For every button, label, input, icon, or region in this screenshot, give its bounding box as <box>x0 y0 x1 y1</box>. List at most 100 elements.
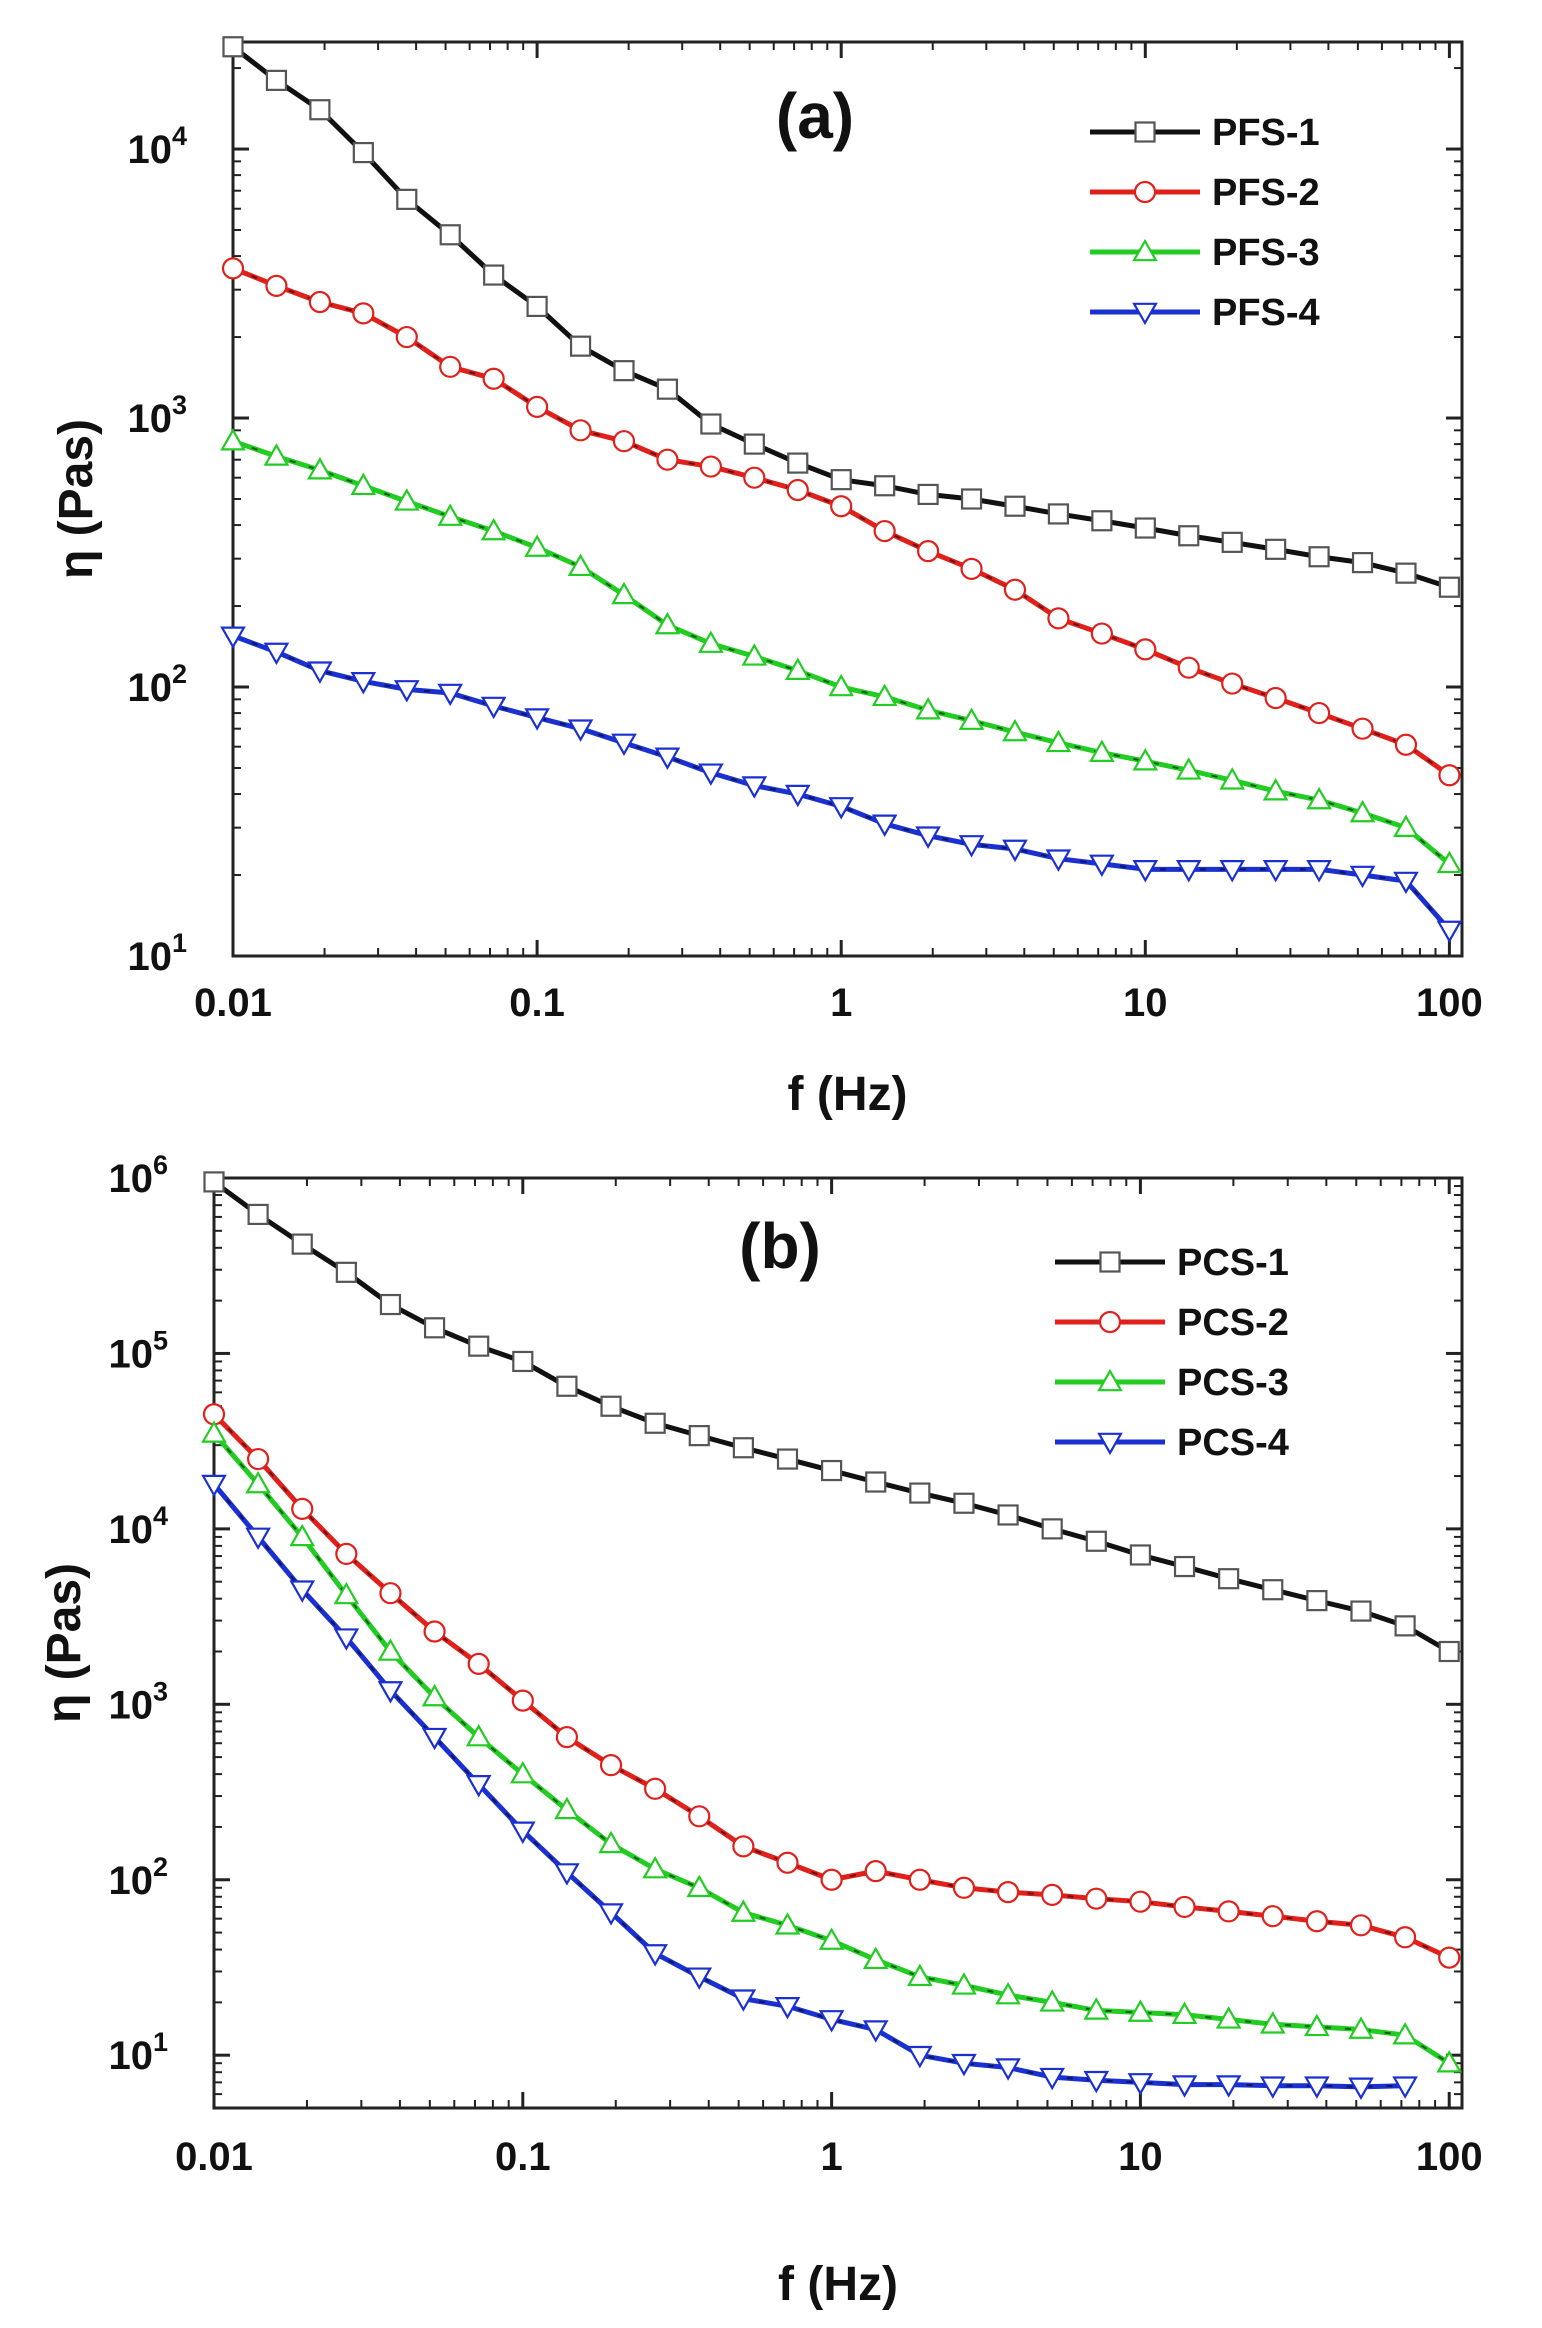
data-point <box>1436 920 1463 944</box>
legend-label: PCS-1 <box>1177 1242 1289 1284</box>
data-point <box>423 1620 446 1643</box>
data-point <box>1129 1890 1152 1913</box>
data-point <box>1394 1615 1416 1637</box>
y-tick-exponent: 3 <box>172 390 187 420</box>
y-tick-exponent: 6 <box>153 1150 168 1180</box>
x-tick-label: 100 <box>1416 2135 1483 2179</box>
data-point <box>421 1727 448 1751</box>
data-point <box>1091 510 1113 532</box>
data-point <box>642 1855 668 1879</box>
y-tick-base: 10 <box>127 666 172 710</box>
data-point <box>1351 717 1374 740</box>
data-point <box>1393 871 1419 895</box>
data-point <box>958 707 985 730</box>
data-point <box>201 1474 227 1498</box>
data-point <box>774 1912 801 1935</box>
data-point <box>467 1652 490 1675</box>
y-tick-exponent: 2 <box>172 659 187 689</box>
data-point <box>1177 656 1200 679</box>
data-point <box>352 141 374 164</box>
data-point <box>862 1946 889 1970</box>
y-tick-label: 103 <box>127 390 187 441</box>
y-tick-exponent: 2 <box>153 1852 168 1882</box>
data-point <box>1394 1926 1417 1949</box>
series-pcs-2 <box>202 1403 1461 1969</box>
data-point <box>732 1835 755 1858</box>
data-point <box>818 1927 845 1950</box>
legend-marker <box>1099 1251 1121 1273</box>
data-point <box>1132 860 1159 883</box>
data-point <box>730 1899 757 1922</box>
data-point <box>915 826 941 849</box>
y-tick-exponent: 5 <box>153 1325 168 1355</box>
data-point <box>567 553 594 577</box>
data-point <box>1349 1914 1373 1937</box>
data-point <box>612 430 636 453</box>
data-point <box>611 733 637 756</box>
data-point <box>741 776 768 799</box>
panel-label: (b) <box>739 1210 821 1282</box>
data-point <box>1438 1640 1460 1663</box>
legend-entry-pfs-2: PFS-2 <box>1090 172 1320 214</box>
data-point <box>1438 1946 1461 1969</box>
series-line-texture <box>213 1483 1406 2088</box>
data-point <box>830 495 853 518</box>
y-tick-label: 101 <box>108 2027 168 2078</box>
data-point <box>307 661 333 684</box>
data-point <box>864 1860 887 1883</box>
data-point <box>599 1754 623 1777</box>
data-point <box>700 413 722 435</box>
y-tick-base: 10 <box>127 397 172 441</box>
data-point <box>873 519 896 543</box>
data-point <box>1438 576 1461 598</box>
data-point <box>1392 2076 1418 2099</box>
data-point <box>1004 495 1026 517</box>
data-point <box>1348 2016 1374 2039</box>
data-point <box>483 264 505 286</box>
data-point <box>741 643 768 666</box>
x-tick-label: 10 <box>1118 2135 1163 2179</box>
data-point <box>952 1876 976 1899</box>
data-point <box>1089 854 1115 878</box>
data-point <box>951 2053 977 2077</box>
y-axis-title: η (Pas) <box>38 1563 91 1723</box>
data-point <box>350 672 377 695</box>
data-point <box>1217 1900 1240 1923</box>
data-point <box>1262 860 1289 883</box>
data-point <box>1219 767 1246 790</box>
x-tick-label: 0.1 <box>495 2135 551 2179</box>
data-point <box>644 1412 666 1434</box>
data-point <box>439 355 462 378</box>
data-point <box>1304 2013 1330 2037</box>
y-tick-base: 10 <box>108 1157 153 1201</box>
y-tick-exponent: 1 <box>172 928 187 958</box>
data-point <box>289 1523 316 1547</box>
legend-entry-pcs-3: PCS-3 <box>1055 1362 1289 1404</box>
x-tick-label: 10 <box>1123 981 1168 1025</box>
data-point <box>686 1874 713 1898</box>
data-point <box>865 1471 887 1493</box>
legend-marker <box>1097 1432 1123 1456</box>
data-point <box>309 99 331 121</box>
data-point <box>774 1996 801 2020</box>
data-point <box>1045 849 1072 872</box>
data-point <box>480 696 507 720</box>
legend-entry-pfs-3: PFS-3 <box>1090 232 1320 274</box>
series-pfs-1 <box>222 36 1461 598</box>
data-point <box>1349 799 1376 823</box>
data-point <box>644 1777 667 1800</box>
y-tick-exponent: 4 <box>172 121 187 151</box>
data-point <box>480 517 507 541</box>
data-point <box>908 1868 931 1891</box>
y-tick-base: 10 <box>108 1332 153 1376</box>
data-point <box>786 478 809 502</box>
data-point <box>611 581 637 605</box>
data-point <box>960 488 983 510</box>
data-point <box>1085 1530 1107 1552</box>
y-tick-label: 102 <box>108 1852 168 1903</box>
data-point <box>1395 562 1417 584</box>
data-point <box>1264 686 1287 710</box>
x-tick-label: 100 <box>1416 981 1483 1025</box>
data-point <box>1219 860 1246 883</box>
legend-entry-pcs-1: PCS-1 <box>1055 1242 1289 1284</box>
